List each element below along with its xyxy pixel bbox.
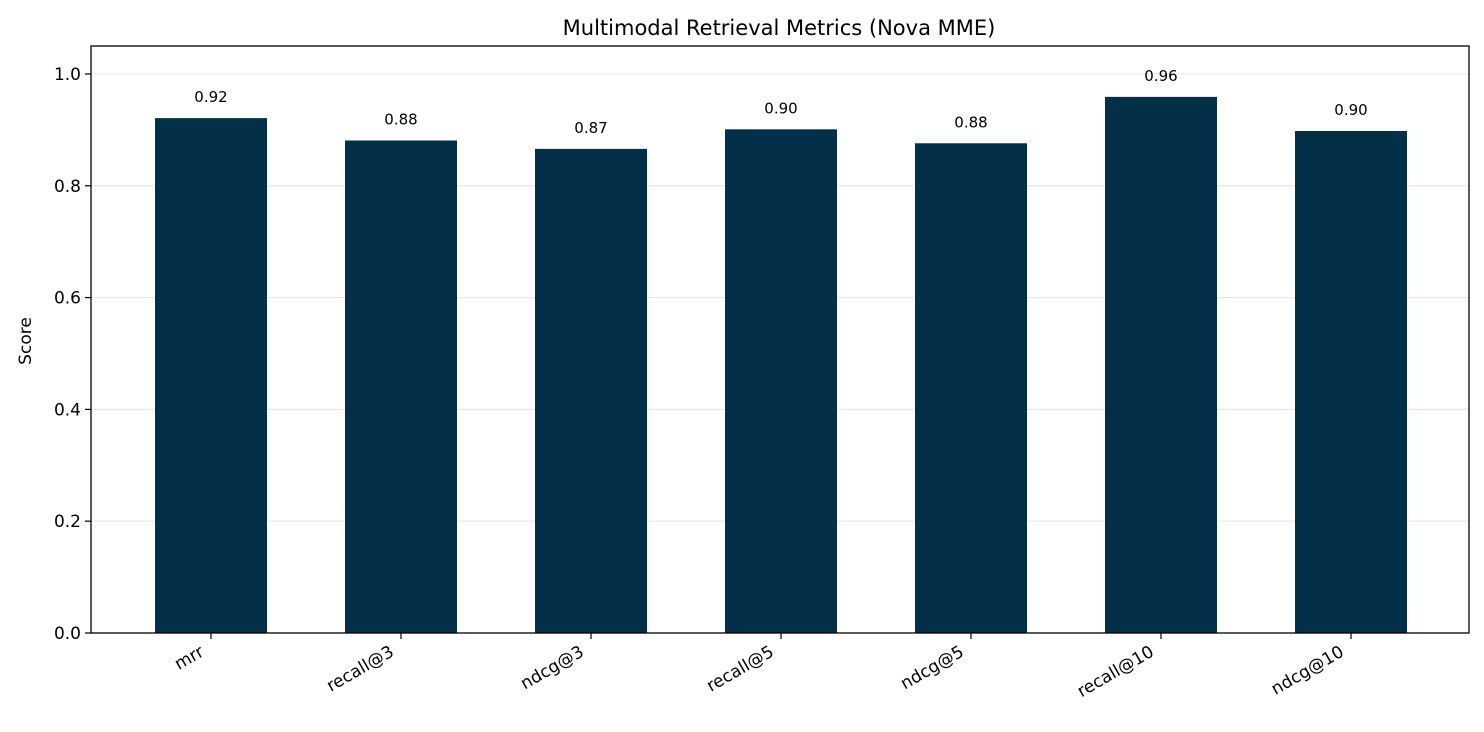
y-axis-label: Score: [16, 317, 36, 365]
bar-ndcg@5: [915, 143, 1027, 633]
data-label-recall@3: 0.88: [384, 110, 417, 128]
data-label-ndcg@10: 0.90: [1334, 101, 1367, 119]
data-label-ndcg@3: 0.87: [574, 119, 607, 137]
y-tick-label: 0.0: [54, 624, 81, 644]
plot-frame: [90, 45, 1470, 634]
y-tick-label: 0.6: [54, 289, 81, 309]
y-tick-label: 1.0: [54, 65, 81, 85]
data-label-mrr: 0.92: [194, 88, 227, 106]
y-axis-ticks: 0.0 0.2 0.4 0.6 0.8 1.0: [54, 65, 91, 644]
bar-recall@3: [345, 140, 457, 633]
bar-mrr: [155, 118, 267, 634]
y-tick-label: 0.2: [54, 512, 81, 532]
chart-title: Multimodal Retrieval Metrics (Nova MME): [563, 16, 996, 40]
bar-ndcg@3: [535, 148, 647, 634]
y-tick-label: 0.8: [54, 177, 81, 197]
y-tick-label: 0.4: [54, 400, 81, 420]
data-label-recall@10: 0.96: [1144, 67, 1177, 85]
data-labels: 0.92 0.88 0.87 0.90 0.88 0.96 0.90: [194, 67, 1367, 137]
bar-recall@5: [725, 129, 837, 633]
data-label-recall@5: 0.90: [764, 99, 797, 117]
bar-recall@10: [1105, 96, 1217, 633]
bar-ndcg@10: [1295, 130, 1407, 634]
data-label-ndcg@5: 0.88: [954, 113, 987, 131]
bars: [155, 96, 1407, 634]
